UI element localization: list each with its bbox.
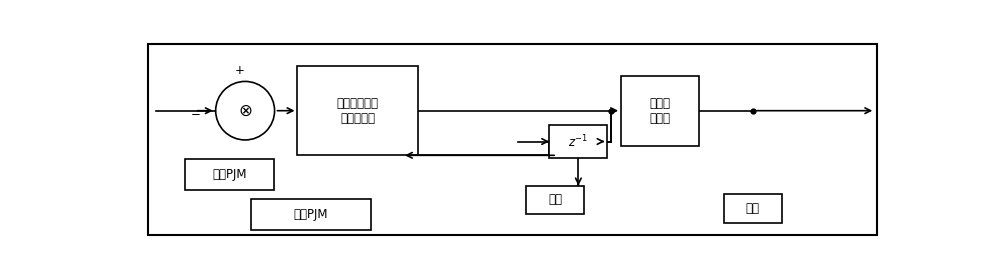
Bar <box>549 125 607 158</box>
Bar <box>621 76 698 146</box>
Text: 实际污
水处理: 实际污 水处理 <box>649 97 670 125</box>
Ellipse shape <box>216 81 275 140</box>
Bar <box>185 159 274 190</box>
Text: $\otimes$: $\otimes$ <box>238 102 252 120</box>
Text: 微分: 微分 <box>746 202 760 215</box>
Text: 估计PJM: 估计PJM <box>294 208 328 221</box>
Text: $-$: $-$ <box>190 106 200 119</box>
Bar <box>251 200 371 230</box>
Bar <box>526 185 584 214</box>
Text: $z^{-1}$: $z^{-1}$ <box>568 133 588 150</box>
Bar <box>724 194 782 223</box>
Text: +: + <box>234 64 244 77</box>
Text: 微分: 微分 <box>548 193 562 206</box>
Text: 预测PJM: 预测PJM <box>212 168 247 181</box>
Bar <box>297 66 418 155</box>
Text: 无模型自适应
预测控制器: 无模型自适应 预测控制器 <box>336 97 378 125</box>
